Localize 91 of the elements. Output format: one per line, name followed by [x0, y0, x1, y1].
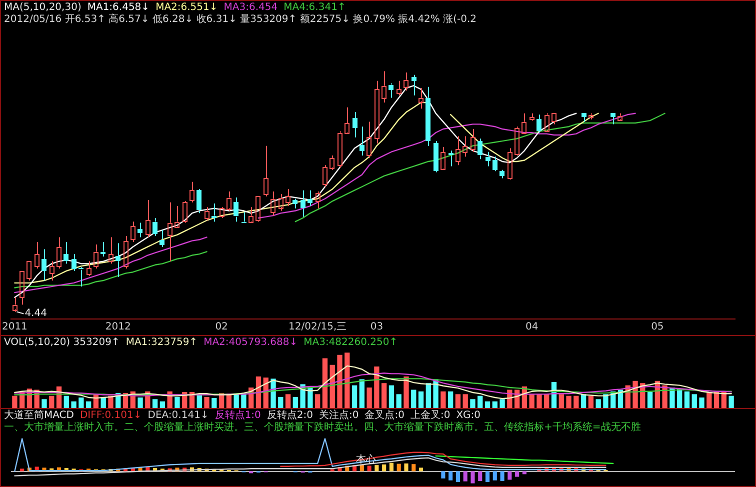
bar: [418, 468, 424, 472]
bar: [212, 398, 217, 408]
text: 反转点1:0: [214, 410, 261, 422]
bar: [574, 396, 579, 408]
bar: [558, 394, 564, 408]
bar: [492, 401, 498, 408]
bar: [20, 468, 24, 472]
bar: [359, 379, 365, 408]
bar: [647, 392, 653, 408]
bar: [64, 396, 69, 408]
bar: [78, 397, 84, 408]
text: 上金叉:0: [410, 410, 450, 422]
bar: [352, 385, 358, 408]
bar: [440, 391, 446, 408]
bar: [515, 471, 520, 477]
bar: [455, 394, 461, 408]
chart-title: 大道至简MACD: [4, 410, 74, 422]
bar: [441, 471, 446, 478]
bar: [462, 394, 468, 408]
bar: [100, 397, 106, 408]
bar: [344, 352, 350, 408]
bar: [388, 385, 394, 408]
bar: [463, 471, 468, 482]
bar: [86, 401, 92, 408]
bar: [322, 358, 328, 408]
bar: [529, 394, 534, 408]
bar: [470, 471, 475, 484]
bar: [411, 390, 416, 408]
text: MA1:323759↑: [126, 337, 198, 349]
bar: [588, 396, 594, 408]
bar: [71, 401, 76, 408]
bar: [404, 463, 408, 472]
bar: [456, 471, 460, 482]
text: 金叉点:0: [364, 410, 404, 422]
bar: [374, 465, 379, 472]
bar: [374, 366, 380, 408]
bar: [728, 396, 734, 408]
bar: [478, 396, 483, 408]
bar: [544, 394, 550, 408]
bar: [684, 391, 690, 408]
bar: [418, 391, 424, 408]
bar: [138, 397, 143, 408]
text: 关注点:0: [319, 410, 359, 422]
bar: [396, 464, 401, 472]
bar: [566, 396, 572, 408]
bar: [536, 394, 542, 408]
bar: [692, 394, 697, 408]
bar: [500, 399, 505, 408]
bar: [500, 471, 504, 482]
bar: [485, 471, 490, 482]
bar: [337, 354, 342, 408]
text: 一、大市增量上涨时入市。二、个股缩量上涨时买进。三、个股增量下跌时卖出。四、大市缩量下跌时离市。五、传统指标+千均系统=战无不胜: [4, 422, 641, 434]
bar: [699, 397, 704, 408]
chart-title: VOL(5,10,20) 353209↑: [4, 337, 120, 349]
bar: [174, 396, 180, 408]
bar: [396, 394, 402, 408]
bar: [448, 391, 454, 408]
bar: [389, 462, 394, 472]
bar: [426, 383, 431, 408]
bar: [49, 396, 54, 408]
bar: [366, 388, 372, 408]
bar: [315, 394, 320, 408]
bar: [632, 380, 638, 408]
bar: [381, 383, 387, 408]
bar: [367, 466, 372, 472]
bar: [508, 471, 512, 480]
text: MA3:482260.250↑: [304, 337, 398, 349]
bar: [108, 396, 114, 408]
bar: [152, 399, 158, 408]
bar: [492, 471, 497, 480]
bar: [448, 471, 453, 480]
text: XG:0: [456, 410, 481, 422]
text: DIFF:0.101↓: [80, 410, 142, 422]
bar: [42, 399, 47, 408]
text: MA2:405793.688↓: [204, 337, 298, 349]
bar: [596, 399, 601, 408]
text: DEA:0.141↓: [148, 410, 209, 422]
bar: [160, 401, 166, 408]
text: 反转点2:0: [266, 410, 313, 422]
bar: [382, 464, 386, 472]
bar: [706, 392, 712, 408]
bar: [404, 376, 409, 408]
bar: [470, 399, 476, 408]
bar: [412, 464, 416, 472]
bar: [292, 396, 298, 408]
bar: [478, 471, 482, 482]
bar: [484, 401, 490, 408]
bar: [12, 396, 18, 408]
bar: [204, 396, 210, 408]
bar: [285, 394, 291, 408]
bar: [278, 396, 284, 408]
